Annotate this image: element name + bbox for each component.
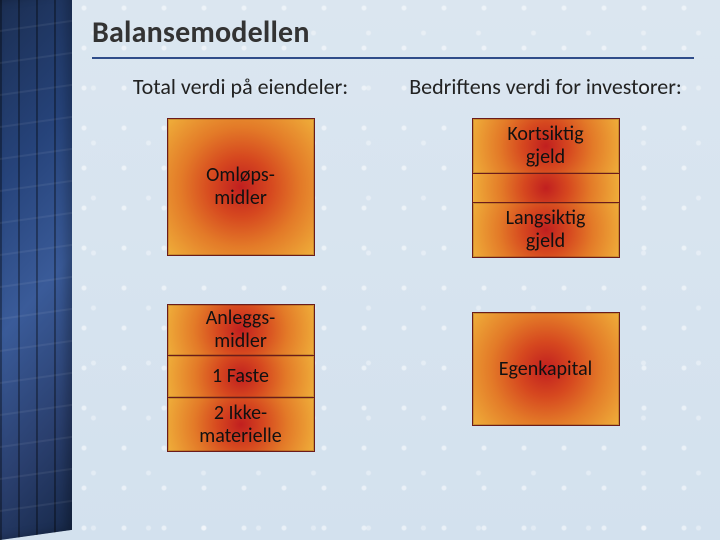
box-omlopsmidler: Omløps-midler [167, 118, 315, 256]
columns: Total verdi på eiendeler: Omløps-midler A… [92, 73, 694, 452]
box-langsiktig-gjeld: Langsiktiggjeld [472, 202, 620, 258]
right-column: Bedriftens verdi for investorer: Kortsik… [397, 73, 694, 452]
slide-content: Balansemodellen Total verdi på eiendeler… [0, 0, 720, 540]
box-ikke-materielle: 2 Ikke-materielle [167, 398, 315, 452]
box-anleggsmidler: Anleggs-midler [167, 304, 315, 356]
box-egenkapital: Egenkapital [472, 312, 620, 426]
left-column-header: Total verdi på eiendeler: [133, 73, 348, 100]
box-kortsiktig-gjeld: Kortsiktiggjeld [472, 118, 620, 174]
right-box-stack: Kortsiktiggjeld Langsiktiggjeld Egenkapita… [472, 118, 620, 426]
box-faste: 1 Faste [167, 356, 315, 398]
left-column: Total verdi på eiendeler: Omløps-midler A… [92, 73, 389, 452]
left-box-stack: Omløps-midler Anleggs-midler1 Faste2 Ikke… [167, 118, 315, 452]
right-column-header: Bedriftens verdi for investorer: [409, 73, 682, 100]
box-connector [472, 174, 620, 202]
page-title: Balansemodellen [92, 14, 694, 59]
